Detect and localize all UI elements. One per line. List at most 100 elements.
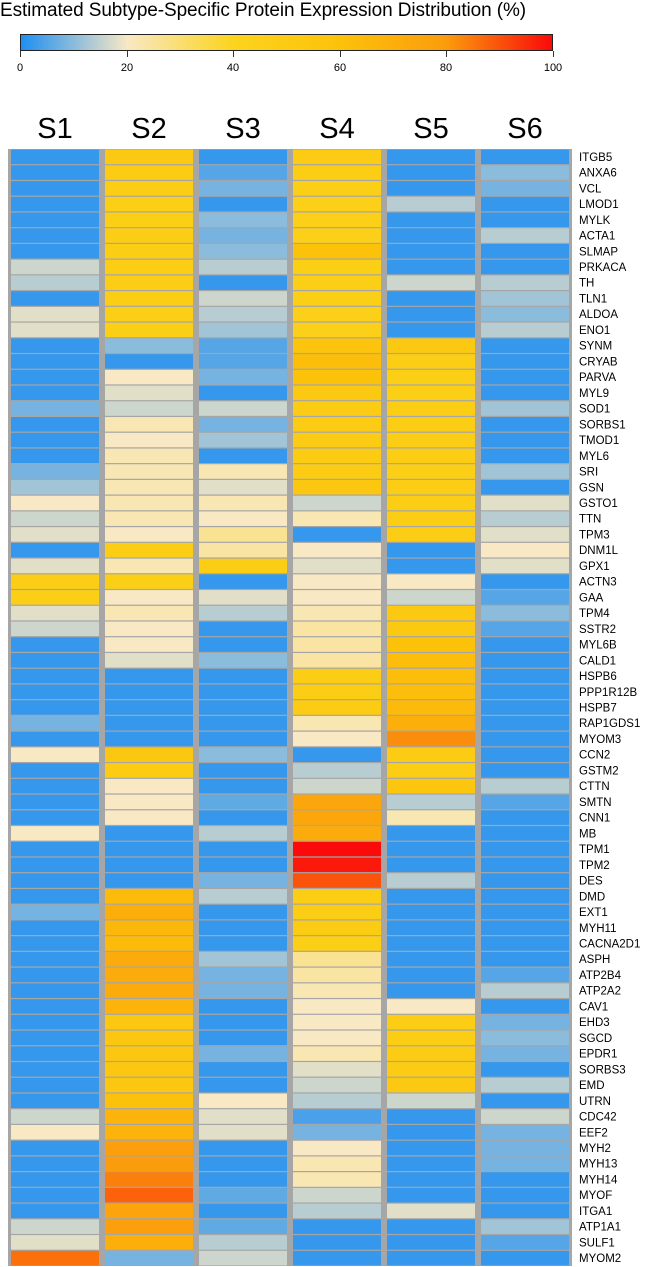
heatmap-cell	[387, 794, 475, 810]
heatmap-cell	[199, 558, 287, 574]
heatmap-cell	[199, 1250, 287, 1266]
heatmap-cell	[199, 1172, 287, 1187]
row-label: CNN1	[579, 813, 610, 825]
heatmap-cell	[481, 181, 569, 196]
heatmap-cell	[387, 999, 475, 1014]
row-label: SORBS3	[579, 1064, 626, 1076]
heatmap-cell	[199, 889, 287, 904]
heatmap-cell	[481, 1030, 569, 1046]
heatmap-cell	[11, 1203, 99, 1219]
heatmap-cell	[387, 275, 475, 290]
heatmap-cell	[387, 668, 475, 684]
row-label: VCL	[579, 183, 602, 195]
heatmap-cell	[199, 778, 287, 794]
heatmap-cell	[293, 590, 381, 605]
row-label: MYOM2	[579, 1253, 621, 1265]
heatmap-cell	[11, 1219, 99, 1234]
heatmap-cell	[387, 1203, 475, 1219]
heatmap-cell	[387, 1219, 475, 1234]
heatmap-cell	[293, 1030, 381, 1046]
heatmap-cell	[387, 181, 475, 196]
row-label: ATP1A1	[579, 1222, 621, 1234]
heatmap-cell	[293, 668, 381, 684]
heatmap-cell	[481, 763, 569, 778]
row-label: PRKACA	[579, 262, 627, 274]
heatmap-cell	[387, 1156, 475, 1171]
colorscale-tick	[340, 51, 341, 57]
heatmap-cell	[11, 527, 99, 542]
heatmap-background	[8, 149, 572, 1266]
heatmap-cell	[105, 479, 193, 495]
heatmap-cell	[293, 873, 381, 888]
heatmap-cell	[481, 999, 569, 1014]
heatmap-cell	[293, 417, 381, 432]
heatmap-cell	[293, 369, 381, 385]
heatmap-cell	[387, 731, 475, 747]
heatmap-cell	[105, 1156, 193, 1171]
heatmap-cell	[293, 951, 381, 967]
heatmap-cell	[293, 1109, 381, 1124]
heatmap-cell	[199, 731, 287, 747]
heatmap-cell	[199, 841, 287, 857]
row-label: RAP1GDS1	[579, 718, 640, 730]
row-label: GSN	[579, 482, 604, 494]
heatmap-cell	[199, 464, 287, 479]
heatmap-cell	[481, 621, 569, 637]
heatmap-cell	[387, 243, 475, 259]
heatmap-cell	[105, 338, 193, 353]
heatmap-cell	[105, 1140, 193, 1156]
heatmap-cell	[293, 841, 381, 857]
heatmap-cell	[105, 1109, 193, 1124]
row-label: CTTN	[579, 781, 610, 793]
row-label: ATP2A2	[579, 986, 621, 998]
heatmap-cell	[481, 857, 569, 873]
heatmap-cell	[387, 495, 475, 511]
heatmap-cell	[387, 810, 475, 825]
heatmap-cell	[11, 951, 99, 967]
heatmap-cell	[481, 464, 569, 479]
heatmap-cell	[481, 684, 569, 700]
heatmap-cell	[481, 951, 569, 967]
heatmap-cell	[11, 590, 99, 605]
heatmap-cell	[387, 448, 475, 464]
heatmap-cell	[11, 1109, 99, 1124]
heatmap-cell	[293, 511, 381, 526]
row-label: MYH13	[579, 1159, 617, 1171]
heatmap-cell	[105, 778, 193, 794]
heatmap-cell	[387, 983, 475, 998]
heatmap-cell	[105, 1250, 193, 1266]
row-label: ANXA6	[579, 168, 617, 180]
heatmap-cell	[481, 1109, 569, 1124]
row-label: CDC42	[579, 1112, 617, 1124]
colorscale-tick-label: 100	[543, 62, 563, 74]
heatmap-cell	[105, 621, 193, 637]
heatmap-cell	[11, 212, 99, 228]
heatmap-cell	[293, 920, 381, 936]
heatmap-cell	[481, 1156, 569, 1171]
heatmap-cell	[105, 715, 193, 731]
heatmap-cell	[293, 275, 381, 290]
row-label: ACTA1	[579, 231, 615, 243]
heatmap-cell	[105, 181, 193, 196]
heatmap-cell	[199, 1014, 287, 1030]
heatmap-cell	[105, 967, 193, 983]
heatmap-cell	[11, 983, 99, 998]
heatmap-cell	[105, 1030, 193, 1046]
heatmap-cell	[293, 1187, 381, 1203]
heatmap-cell	[199, 196, 287, 212]
heatmap-cell	[11, 1077, 99, 1093]
heatmap-cell	[481, 1140, 569, 1156]
heatmap-cell	[387, 385, 475, 401]
heatmap-cell	[481, 322, 569, 338]
heatmap-cell	[293, 1125, 381, 1140]
heatmap-cell	[11, 1014, 99, 1030]
heatmap-cell	[105, 495, 193, 511]
heatmap-cell	[11, 873, 99, 888]
heatmap-cell	[199, 668, 287, 684]
row-label: EHD3	[579, 1017, 610, 1029]
heatmap-cell	[481, 715, 569, 731]
row-label: SRI	[579, 467, 598, 479]
row-label: EMD	[579, 1080, 605, 1092]
heatmap-cell	[387, 149, 475, 165]
